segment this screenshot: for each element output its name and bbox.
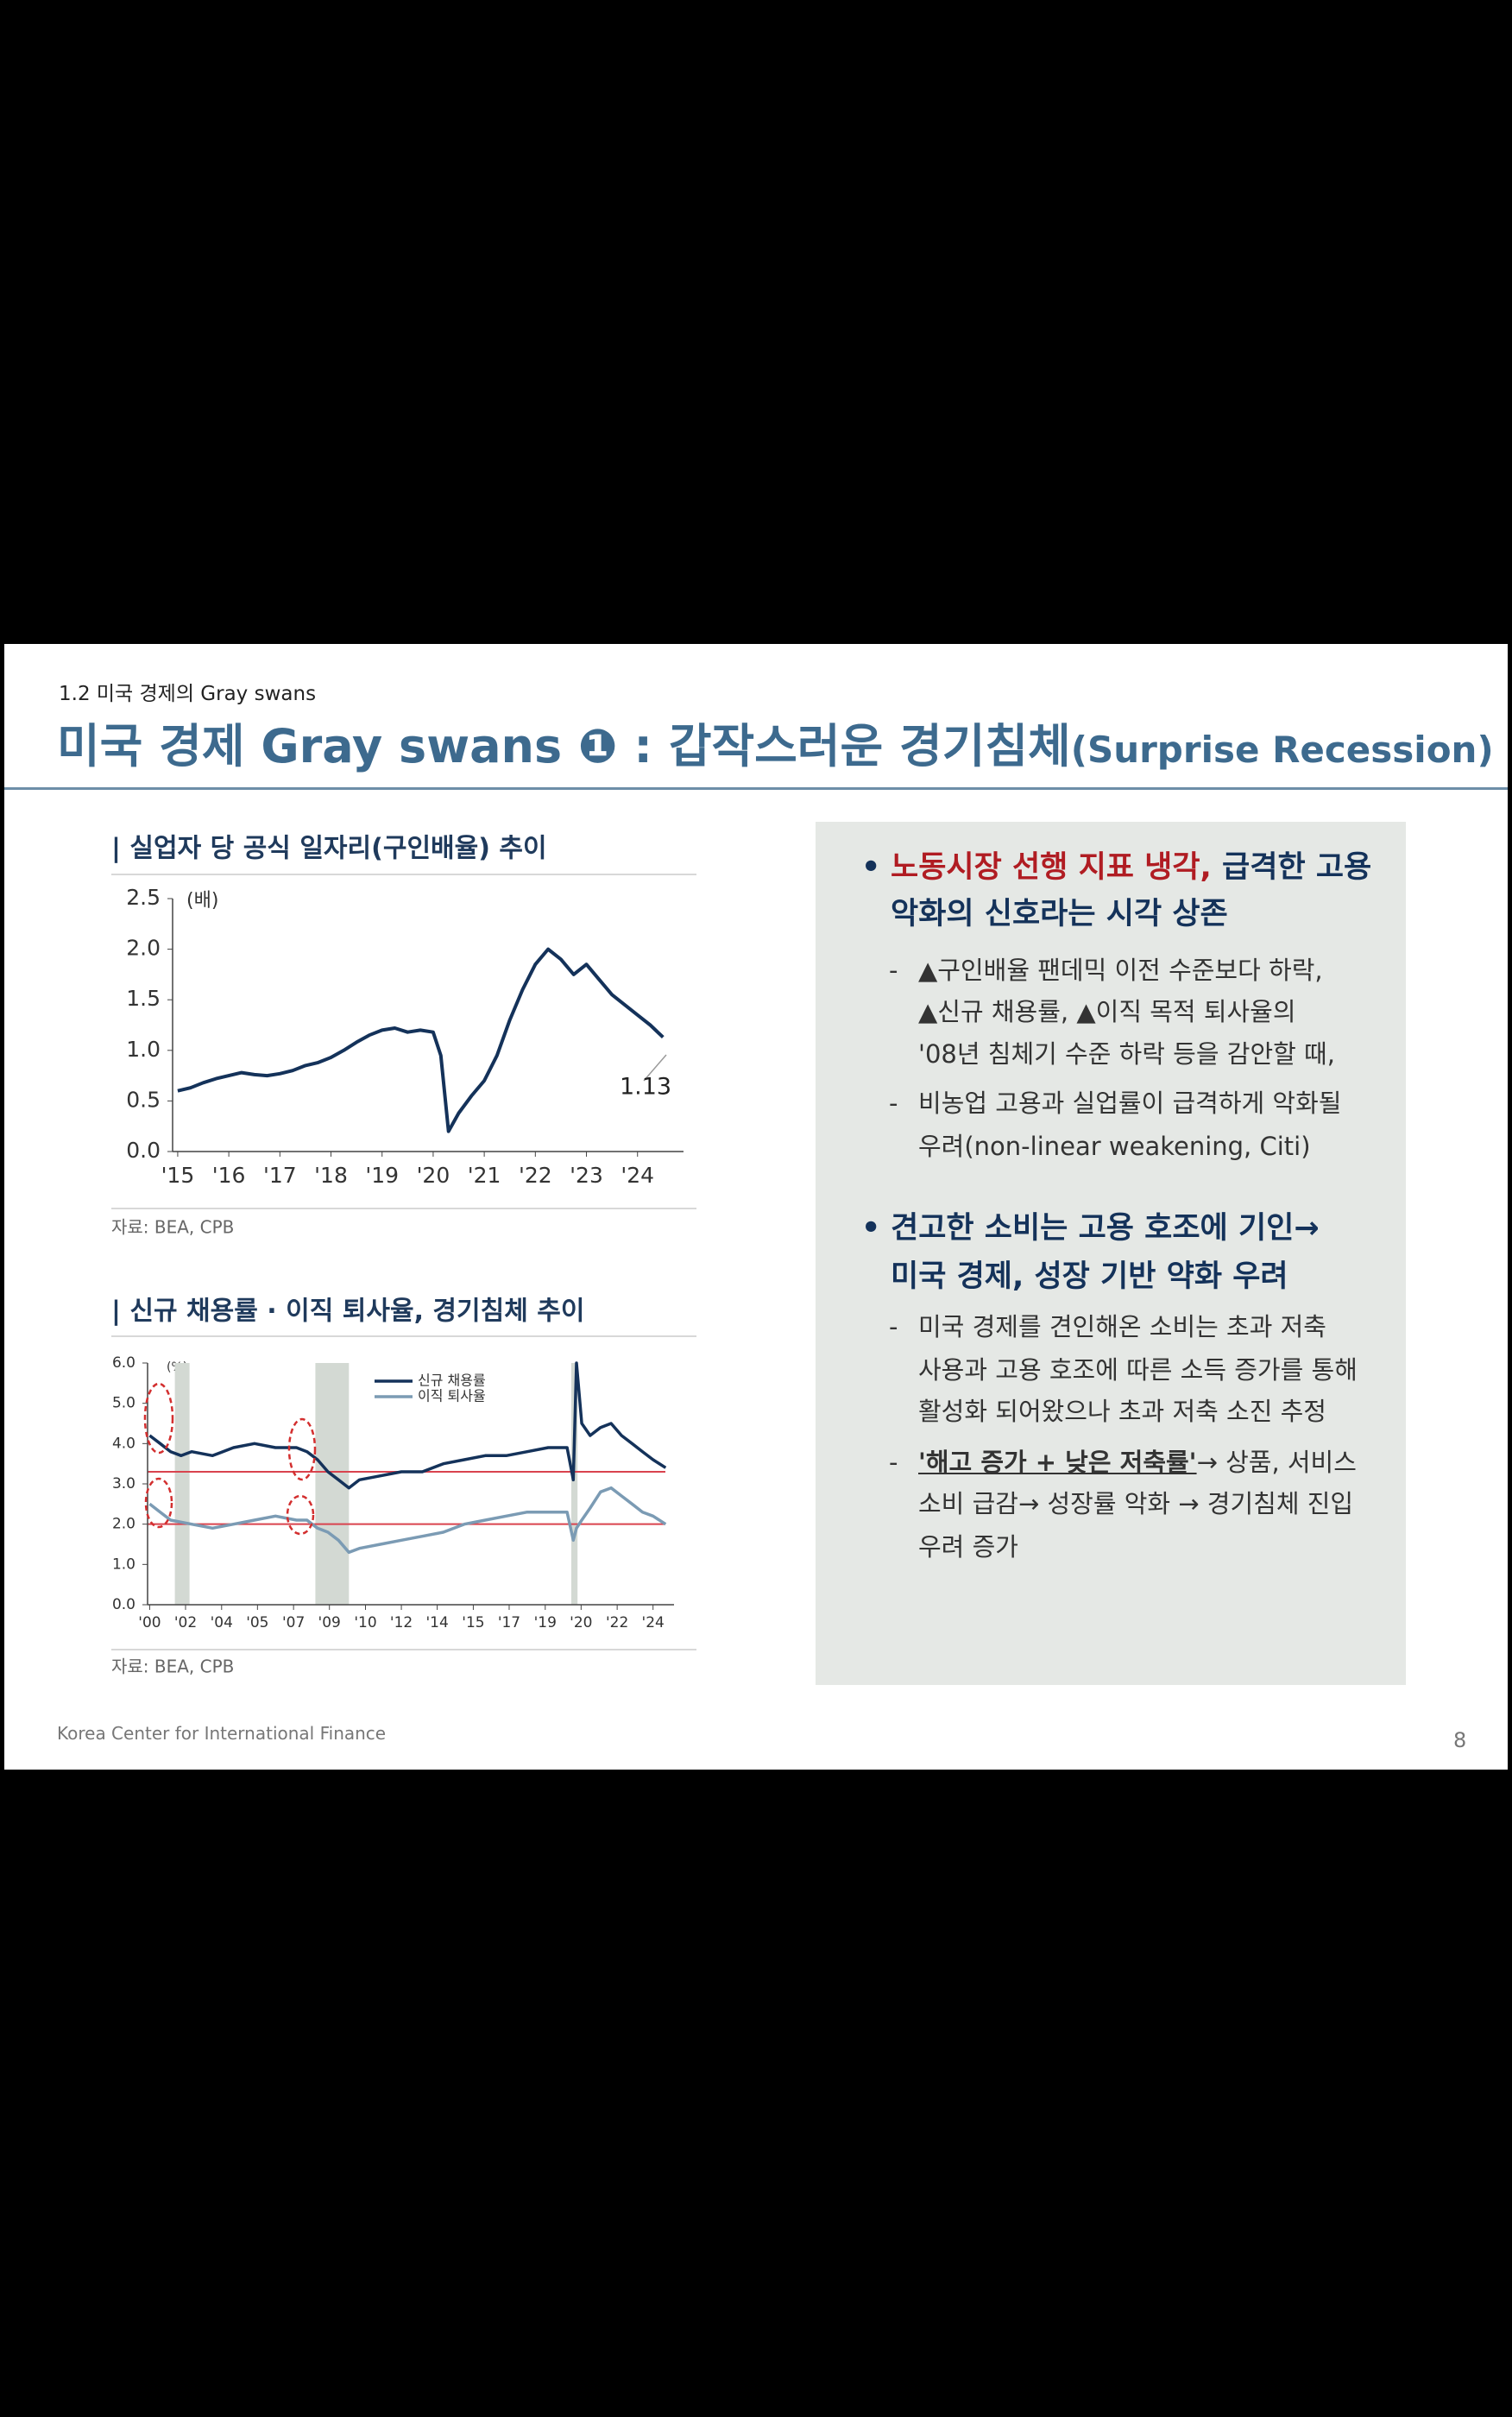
item-line: ▲신규 채용률, ▲이직 목적 퇴사율의 [918, 997, 1296, 1026]
y-tick-label: 0.5 [126, 1087, 161, 1112]
x-tick-label: '04 [211, 1614, 233, 1631]
bullet-line: 견고한 소비는 고용 호조에 기인→ [891, 1211, 1320, 1246]
item-line: ▲구인배율 팬데믹 이전 수준보다 하락, [918, 956, 1323, 985]
y-tick-label: 2.0 [126, 936, 161, 961]
x-tick-label: '19 [534, 1614, 557, 1631]
slide-title: 미국 경제 Gray swans ❶ : 갑작스러운 경기침체(Surprise… [57, 723, 1494, 770]
legend-label: 이직 퇴사율 [418, 1388, 486, 1404]
bullet: • [861, 850, 881, 885]
x-tick-label: '07 [282, 1614, 305, 1631]
y-tick-label: 1.5 [126, 986, 161, 1011]
x-tick-label: '18 [314, 1163, 348, 1188]
dash: - [889, 1312, 898, 1341]
series-line [177, 947, 665, 1133]
x-tick-label: '02 [174, 1614, 197, 1631]
y-tick-label: 2.0 [112, 1516, 135, 1533]
x-tick-label: '05 [246, 1614, 268, 1631]
chart-title: | 신규 채용률 · 이직 퇴사율, 경기침체 추이 [111, 1297, 584, 1327]
item-line: 소비 급감→ 성장률 악화 → 경기침체 진입 [918, 1489, 1354, 1518]
footer-org: Korea Center for International Finance [57, 1723, 387, 1744]
y-tick-label: 5.0 [112, 1395, 135, 1412]
source: 자료: BEA, CPB [111, 1217, 234, 1238]
dash: - [889, 1089, 898, 1118]
dash: - [889, 956, 898, 985]
chart-title: | 실업자 당 공식 일자리(구인배율) 추이 [111, 834, 547, 864]
item-line: 미국 경제를 견인해온 소비는 초과 저축 [918, 1312, 1326, 1341]
source: 자료: BEA, CPB [111, 1657, 234, 1677]
item-line: '08년 침체기 수준 하락 등을 감안할 때, [918, 1039, 1335, 1069]
x-tick-label: '15 [462, 1614, 484, 1631]
legend-label: 신규 채용률 [418, 1373, 486, 1389]
annotation: 1.13 [620, 1074, 671, 1101]
highlight-circle [143, 1382, 174, 1455]
panel [816, 822, 1406, 1685]
bullet: • [861, 1211, 881, 1246]
item-line: 비농업 고용과 실업률이 급격하게 악화될 [918, 1089, 1342, 1118]
recession-band [174, 1363, 190, 1605]
y-tick-label: 1.0 [112, 1556, 135, 1573]
y-tick-label: 4.0 [112, 1435, 135, 1452]
highlight-circle [286, 1494, 315, 1536]
page-number: 8 [1453, 1728, 1467, 1752]
unit: (배) [186, 890, 218, 912]
title-main: 미국 경제 Gray swans ❶ : 갑작스러운 경기침체 [57, 719, 1071, 773]
x-tick-label: '00 [138, 1614, 161, 1631]
x-tick-label: '22 [519, 1163, 552, 1188]
x-tick-label: '14 [425, 1614, 448, 1631]
x-tick-label: '20 [417, 1163, 450, 1188]
series-line [148, 1361, 667, 1490]
highlight: 노동시장 선행 지표 냉각, [891, 850, 1212, 885]
title-suffix: (Surprise Recession) [1070, 729, 1494, 771]
recession-band [570, 1363, 578, 1605]
y-tick-label: 0.0 [112, 1596, 135, 1613]
y-tick-label: 1.0 [126, 1037, 161, 1062]
x-tick-label: '17 [263, 1163, 297, 1188]
x-tick-label: '24 [642, 1614, 665, 1631]
x-tick-label: '22 [606, 1614, 628, 1631]
x-tick-label: '21 [468, 1163, 501, 1188]
bullet-line: 미국 경제, 성장 기반 약화 우려 [891, 1259, 1288, 1294]
item-line: '해고 증가 + 낮은 저축률'→ 상품, 서비스 [918, 1450, 1357, 1475]
highlight-circle [144, 1477, 173, 1529]
title-rule [4, 787, 1508, 790]
x-tick-label: '19 [365, 1163, 399, 1188]
x-tick-label: '12 [390, 1614, 413, 1631]
bullet-line: 급격한 고용 [1222, 850, 1372, 885]
item-line: 활성화 되어왔으나 초과 저축 소진 추정 [918, 1397, 1326, 1426]
x-tick-label: '09 [318, 1614, 341, 1631]
item-line: 우려 증가 [918, 1532, 1018, 1562]
x-tick-label: '24 [621, 1163, 654, 1188]
bullet-line: 악화의 신호라는 시각 상존 [891, 897, 1228, 931]
x-tick-label: '16 [212, 1163, 246, 1188]
section-label: 1.2 미국 경제의 Gray swans [59, 683, 317, 705]
y-tick-label: 6.0 [112, 1354, 135, 1372]
highlight-circle [287, 1417, 317, 1481]
y-tick-label: 0.0 [126, 1138, 161, 1163]
x-tick-label: '17 [498, 1614, 520, 1631]
emphasis: '해고 증가 + 낮은 저축률' [918, 1448, 1197, 1477]
leader-line [643, 1054, 667, 1082]
y-tick-label: 3.0 [112, 1475, 135, 1492]
bullet-text: 노동시장 선행 지표 냉각, 급격한 고용 [891, 853, 1371, 883]
x-tick-label: '23 [570, 1163, 603, 1188]
item-line: 사용과 고용 호조에 따른 소득 증가를 통해 [918, 1355, 1358, 1385]
x-tick-label: '10 [354, 1614, 376, 1631]
x-tick-label: '20 [570, 1614, 592, 1631]
dash: - [889, 1448, 898, 1477]
y-tick-label: 2.5 [126, 885, 161, 910]
item-text: → 상품, 서비스 [1196, 1448, 1357, 1477]
x-tick-label: '15 [161, 1163, 195, 1188]
item-line: 우려(non-linear weakening, Citi) [918, 1132, 1311, 1161]
series-line [148, 1486, 667, 1555]
